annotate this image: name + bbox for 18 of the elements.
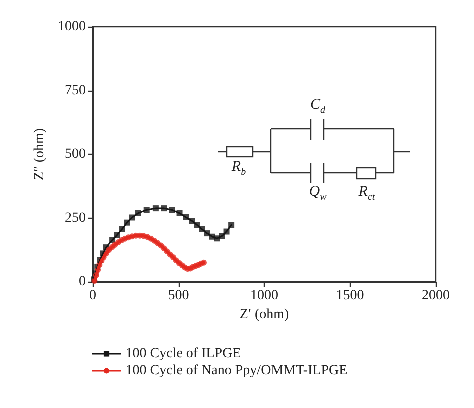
x-axis-title: Z′ (ohm) — [240, 307, 290, 322]
x-tick-label: 0 — [90, 288, 96, 304]
x-tick-label: 2000 — [422, 288, 450, 304]
y-tick-label: 500 — [65, 147, 86, 162]
x-tick-label: 500 — [168, 288, 190, 304]
y-tick-label: 1000 — [58, 20, 86, 34]
x-tick-label: 1500 — [336, 288, 364, 304]
x-tick-label: 1000 — [250, 288, 278, 304]
legend-label: 100 Cycle of ILPGE — [126, 346, 242, 362]
y-tick-label: 250 — [65, 210, 86, 226]
annotation: R$_{b}$ — [232, 159, 246, 178]
annotation: C$_{d}$ — [310, 97, 326, 116]
annotation: R$_{ct}$ — [358, 184, 376, 203]
y-axis-title: Z″ (ohm) — [32, 128, 48, 181]
legend-label: 100 Cycle of Nano Ppy/OMMT-ILPGE — [126, 364, 348, 378]
annotation: Q$_{w}$ — [309, 184, 327, 203]
y-tick-label: 0 — [79, 274, 86, 290]
y-tick-label: 750 — [65, 83, 86, 98]
